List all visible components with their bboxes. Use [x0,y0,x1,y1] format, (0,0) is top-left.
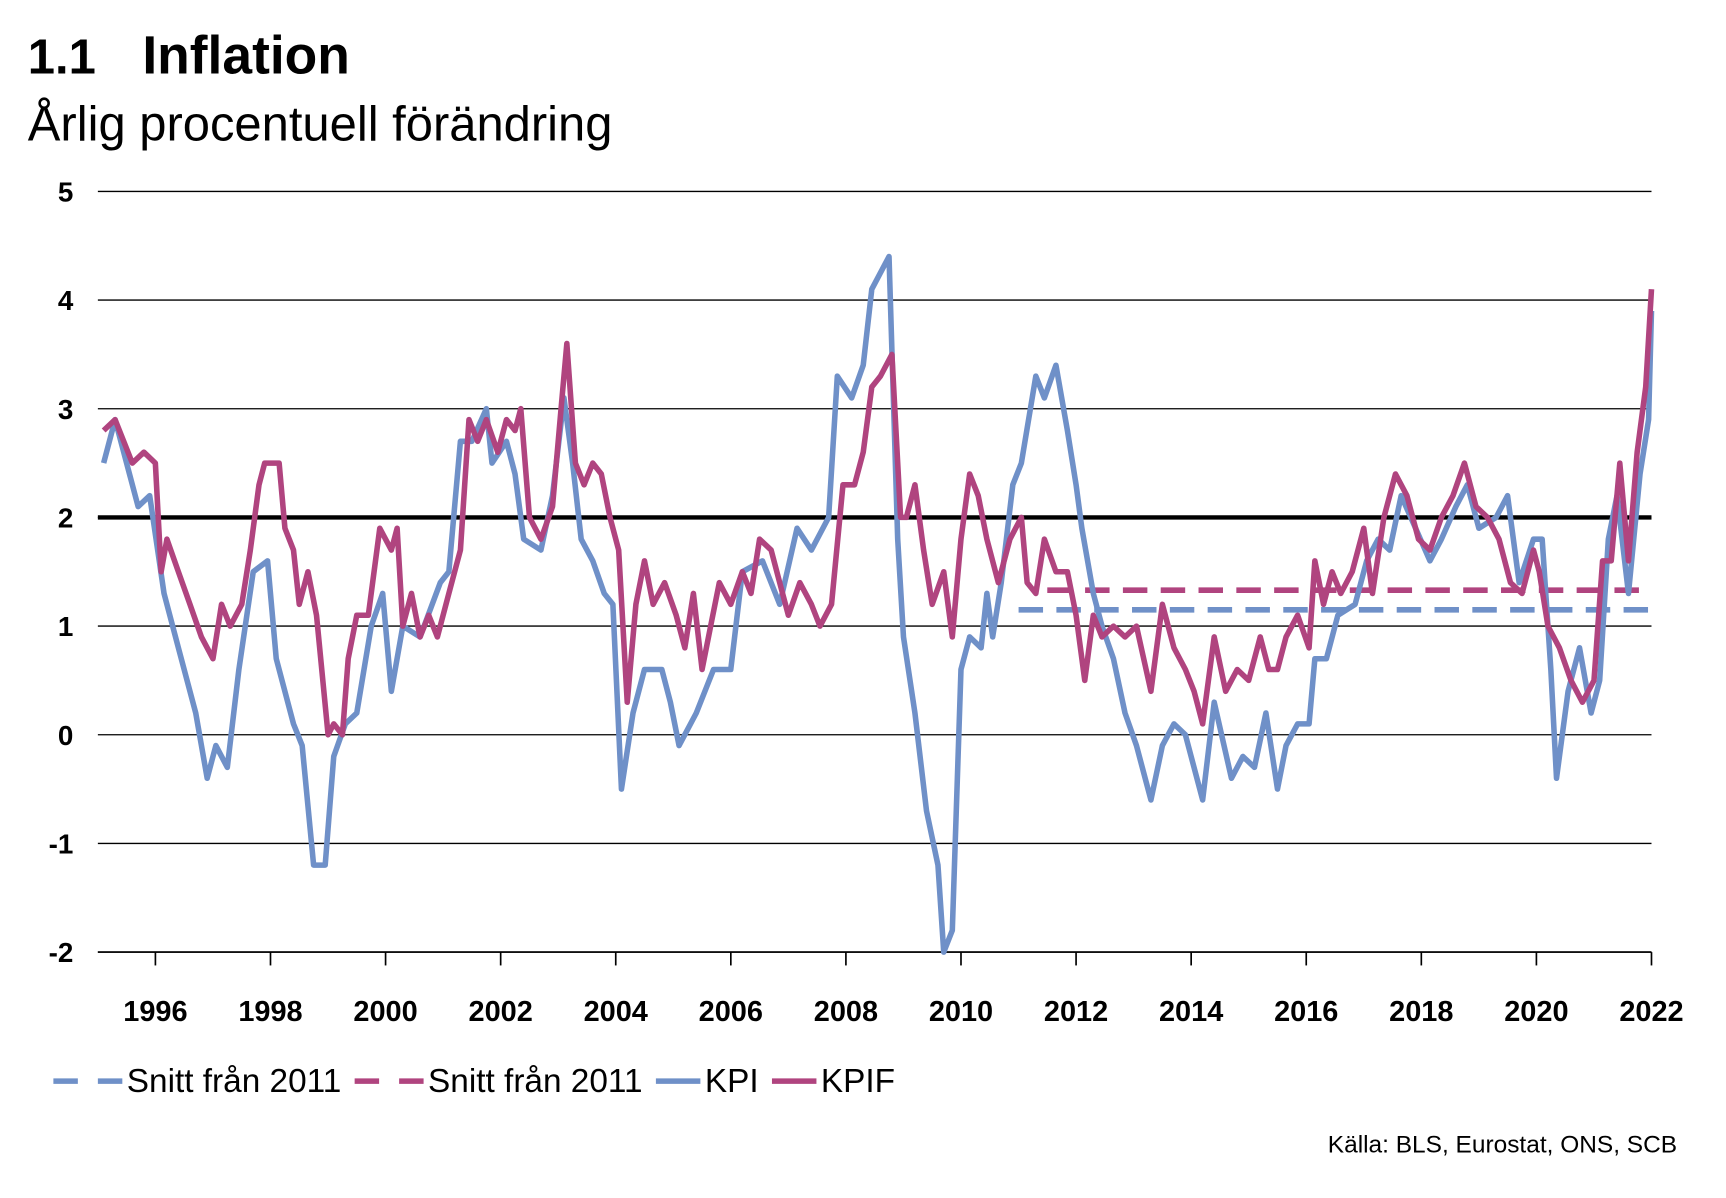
x-tick-label: 2016 [1274,996,1338,1028]
x-tick-label: 2000 [353,996,417,1028]
y-tick-label: -2 [49,937,74,968]
series-line [101,289,1655,738]
y-tick-label: 5 [58,176,73,207]
x-tick-label: 1998 [238,996,302,1028]
source-note: Källa: BLS, Eurostat, ONS, SCB [1328,1131,1677,1158]
legend-label: KPIF [821,1063,895,1100]
y-tick-label: 1 [58,611,73,642]
x-tick-label: 2004 [584,996,648,1028]
chart-subtitle: Årlig procentuell förändring [28,97,613,151]
legend-label: KPI [705,1063,759,1100]
x-tick-label: 2008 [814,996,878,1028]
legend-label: Snitt från 2011 [428,1063,643,1100]
series-line [100,253,1655,955]
chart-number: 1.1 [28,31,96,85]
x-tick-label: 2020 [1504,996,1568,1028]
legend-label: Snitt från 2011 [127,1063,342,1100]
y-tick-label: 3 [58,394,73,425]
y-tick-label: 4 [58,285,74,316]
x-tick-label: 2018 [1389,996,1453,1028]
y-tick-label: -1 [49,828,74,859]
y-tick-label: 0 [58,720,73,751]
x-tick-label: 2012 [1044,996,1108,1028]
x-tick-label: 2002 [469,996,533,1028]
x-tick-label: 2022 [1619,996,1683,1028]
x-tick-label: 2010 [929,996,993,1028]
x-tick-label: 2014 [1159,996,1223,1028]
chart-title: Inflation [142,27,350,86]
y-tick-label: 2 [58,502,73,533]
x-tick-label: 1996 [123,996,187,1028]
x-tick-label: 2006 [699,996,763,1028]
